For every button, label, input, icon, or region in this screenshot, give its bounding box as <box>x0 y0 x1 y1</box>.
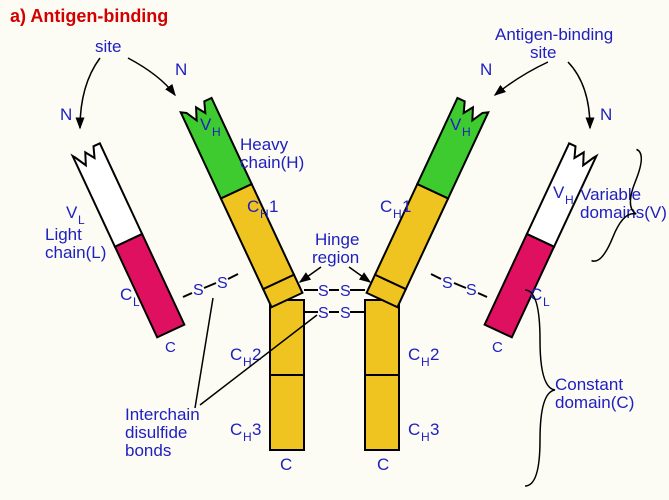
antibody-diagram: SS SS SS SS N N N N C C C C VH VH VH VL <box>0 0 669 500</box>
right-light-chain <box>485 143 597 337</box>
svg-text:V: V <box>200 115 212 134</box>
svg-text:V: V <box>66 203 78 222</box>
left-heavy-stem <box>270 300 304 450</box>
svg-text:C: C <box>120 285 132 304</box>
ch3-label: CH3 <box>230 420 261 444</box>
left-light-chain <box>73 143 185 337</box>
svg-text:H: H <box>462 125 471 139</box>
variable-domains-label: Variable domains(V) <box>580 185 667 222</box>
left-heavy-arm <box>181 98 303 307</box>
light-chain-label: Light chain(L) <box>45 225 106 262</box>
svg-text:S: S <box>466 282 477 299</box>
svg-text:H: H <box>565 193 574 207</box>
antigen-binding-site-label: Antigen-binding site <box>495 25 618 62</box>
c-terminus: C <box>377 455 389 474</box>
svg-text:S: S <box>340 305 351 322</box>
heavy-chain-label: Heavy chain(H) <box>240 135 304 172</box>
svg-text:V: V <box>553 183 565 202</box>
interchain-label: Interchain disulfide bonds <box>125 405 204 460</box>
svg-text:S: S <box>217 275 228 292</box>
svg-text:L: L <box>543 295 550 309</box>
panel-title: a) Antigen-binding <box>10 6 168 27</box>
svg-text:H: H <box>421 355 430 369</box>
svg-text:L: L <box>133 295 140 309</box>
svg-text:C: C <box>408 420 420 439</box>
ch3-label: CH3 <box>408 420 439 444</box>
svg-text:C: C <box>247 197 259 216</box>
ch2-label: CH2 <box>408 345 439 369</box>
brace-constant <box>525 290 555 486</box>
svg-text:C: C <box>230 345 242 364</box>
svg-text:S: S <box>318 283 329 300</box>
right-heavy-stem <box>365 300 399 450</box>
c-terminus: C <box>165 339 176 356</box>
svg-text:H: H <box>212 125 221 139</box>
svg-text:1: 1 <box>402 197 411 216</box>
svg-text:H: H <box>260 207 269 221</box>
n-terminus: N <box>175 60 187 79</box>
svg-text:S: S <box>318 305 329 322</box>
svg-text:S: S <box>442 275 453 292</box>
svg-text:1: 1 <box>269 197 278 216</box>
n-terminus: N <box>600 105 612 124</box>
constant-domain-label: Constant domain(C) <box>555 375 634 412</box>
svg-text:C: C <box>230 420 242 439</box>
svg-text:3: 3 <box>430 420 439 439</box>
n-terminus: N <box>60 105 72 124</box>
n-terminus: N <box>480 60 492 79</box>
svg-text:H: H <box>421 430 430 444</box>
svg-text:S: S <box>193 282 204 299</box>
ch2-label: CH2 <box>230 345 261 369</box>
svg-text:3: 3 <box>252 420 261 439</box>
c-terminus: C <box>492 339 503 356</box>
interchain-disulfide-bonds: SS SS SS SS <box>183 274 487 322</box>
svg-text:C: C <box>408 345 420 364</box>
c-terminus: C <box>280 455 292 474</box>
vl-label: VL <box>66 203 85 227</box>
svg-text:H: H <box>393 207 402 221</box>
svg-text:H: H <box>243 430 252 444</box>
hinge-region-label: Hinge region <box>312 230 364 267</box>
svg-text:2: 2 <box>430 345 439 364</box>
cl-label: CL <box>530 285 550 309</box>
site-label-left: site <box>95 37 121 56</box>
svg-text:S: S <box>340 283 351 300</box>
svg-text:C: C <box>380 197 392 216</box>
svg-text:V: V <box>450 115 462 134</box>
